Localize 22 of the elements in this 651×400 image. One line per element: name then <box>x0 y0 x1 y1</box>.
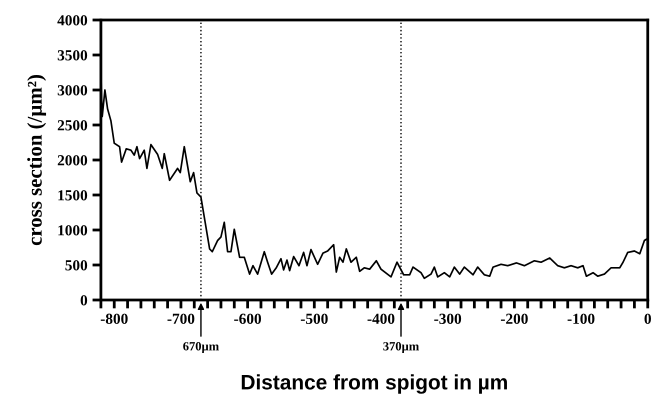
x-tick-label: -500 <box>300 314 328 324</box>
y-tick-label: 2500 <box>58 120 88 130</box>
x-tick-label: -800 <box>100 314 128 324</box>
y-tick-label: 1500 <box>58 190 88 200</box>
x-tick-label: -400 <box>368 314 394 324</box>
x-tick-label: -300 <box>434 314 462 324</box>
y-tick-label: 3500 <box>58 50 88 60</box>
y-tick-label: 2000 <box>58 155 88 166</box>
x-tick-label: -600 <box>234 314 262 324</box>
ref-line-label: 370µm <box>383 342 419 354</box>
y-tick-label: 500 <box>65 260 88 270</box>
y-tick-label: 4000 <box>57 15 88 26</box>
x-tick-label: -700 <box>167 314 194 324</box>
x-tick-label: 0 <box>644 314 651 324</box>
y-tick-label: 3000 <box>58 85 88 96</box>
x-axis-title: Distance from spigot in µm <box>242 374 507 394</box>
y-tick-label: 1000 <box>58 225 88 236</box>
y-tick-label: 0 <box>80 295 88 306</box>
ref-line-label: 670µm <box>183 342 219 354</box>
y-axis-title: cross section (/µm²) <box>27 75 46 246</box>
x-tick-label: -200 <box>500 314 528 324</box>
x-tick-label: -100 <box>568 314 594 324</box>
